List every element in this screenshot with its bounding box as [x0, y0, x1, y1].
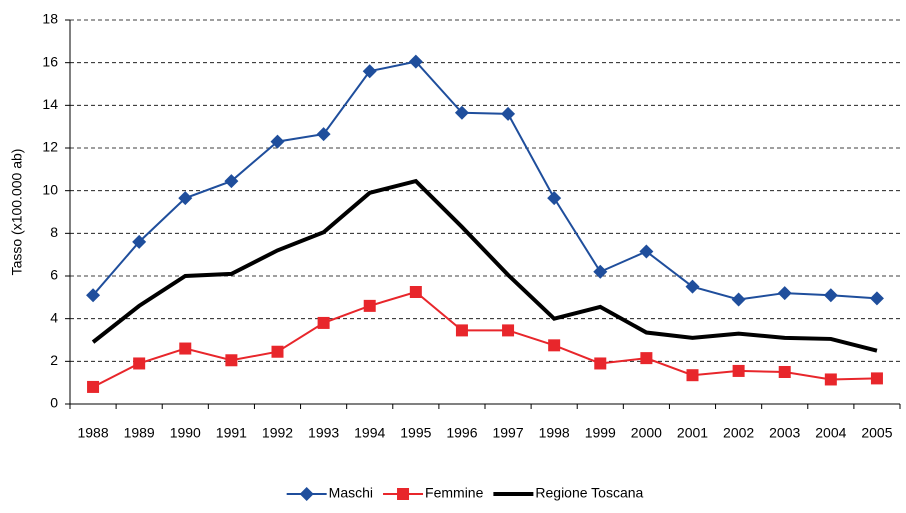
- x-tick-label: 1989: [124, 425, 155, 441]
- data-point: [640, 352, 653, 365]
- data-point: [178, 191, 193, 206]
- x-tick-label: 1992: [262, 425, 293, 441]
- y-tick-label: 14: [42, 96, 58, 112]
- data-point: [824, 373, 837, 386]
- data-point: [548, 339, 561, 352]
- x-tick-label: 2001: [677, 425, 708, 441]
- x-tick-label: 2005: [861, 425, 892, 441]
- data-point: [594, 357, 607, 370]
- data-point: [224, 174, 239, 189]
- y-tick-label: 6: [50, 267, 58, 283]
- data-point: [409, 286, 422, 298]
- y-tick-label: 16: [42, 53, 58, 69]
- x-tick-label: 1991: [216, 425, 247, 441]
- data-point: [869, 291, 884, 306]
- data-point: [133, 357, 146, 370]
- data-point: [363, 299, 376, 312]
- x-tick-label: 1990: [170, 425, 201, 441]
- data-point: [87, 380, 100, 393]
- data-point: [731, 292, 746, 307]
- x-tick-label: 2002: [723, 425, 754, 441]
- x-tick-label: 1994: [354, 425, 385, 441]
- series-line: [92, 290, 877, 388]
- data-point: [639, 244, 654, 259]
- data-point: [593, 264, 608, 279]
- data-point: [778, 366, 791, 378]
- data-point: [362, 64, 377, 79]
- data-point: [502, 324, 515, 337]
- x-tick-label: 2000: [631, 425, 662, 441]
- series-line: [92, 60, 878, 301]
- data-point: [870, 372, 883, 385]
- x-tick-label: 2004: [815, 425, 846, 441]
- data-point: [317, 316, 330, 329]
- y-tick-label: 12: [42, 139, 58, 155]
- x-tick-label: 2003: [769, 425, 800, 441]
- legend: Maschi Femmine Regione Toscana: [286, 485, 644, 501]
- x-tick-label: 1997: [492, 425, 523, 441]
- legend-marker: [299, 487, 314, 501]
- x-tick-label: 1999: [585, 425, 616, 441]
- y-tick-label: 2: [50, 352, 58, 368]
- x-tick-label: 1995: [400, 425, 431, 441]
- y-tick-label: 10: [42, 181, 58, 197]
- data-point: [823, 288, 838, 303]
- data-point: [732, 364, 745, 377]
- x-tick-label: 1998: [539, 425, 570, 441]
- data-point: [225, 354, 238, 367]
- data-point: [316, 127, 331, 142]
- y-axis-label: Tasso (x100.000 ab): [9, 149, 25, 276]
- data-point: [455, 324, 468, 337]
- y-tick-label: 18: [42, 11, 58, 27]
- data-point: [270, 134, 285, 149]
- data-point: [547, 191, 562, 206]
- data-point: [132, 234, 147, 249]
- legend-label: Regione Toscana: [535, 485, 643, 501]
- legend-label: Maschi: [329, 485, 373, 501]
- data-point: [685, 279, 700, 294]
- x-tick-label: 1988: [77, 425, 108, 441]
- data-point: [86, 288, 101, 303]
- data-point: [454, 105, 469, 120]
- data-point: [686, 369, 699, 382]
- x-tick-label: 1993: [308, 425, 339, 441]
- legend-marker: [397, 488, 410, 500]
- data-point: [501, 106, 516, 121]
- x-tick-label: 1996: [446, 425, 477, 441]
- series-line: [91, 178, 878, 353]
- data-point: [271, 345, 284, 358]
- data-point: [179, 342, 192, 355]
- data-point: [408, 54, 423, 69]
- legend-label: Femmine: [425, 485, 484, 501]
- y-tick-label: 4: [50, 309, 58, 325]
- y-tick-label: 8: [50, 224, 58, 240]
- data-point: [777, 286, 792, 301]
- y-tick-label: 0: [50, 395, 58, 411]
